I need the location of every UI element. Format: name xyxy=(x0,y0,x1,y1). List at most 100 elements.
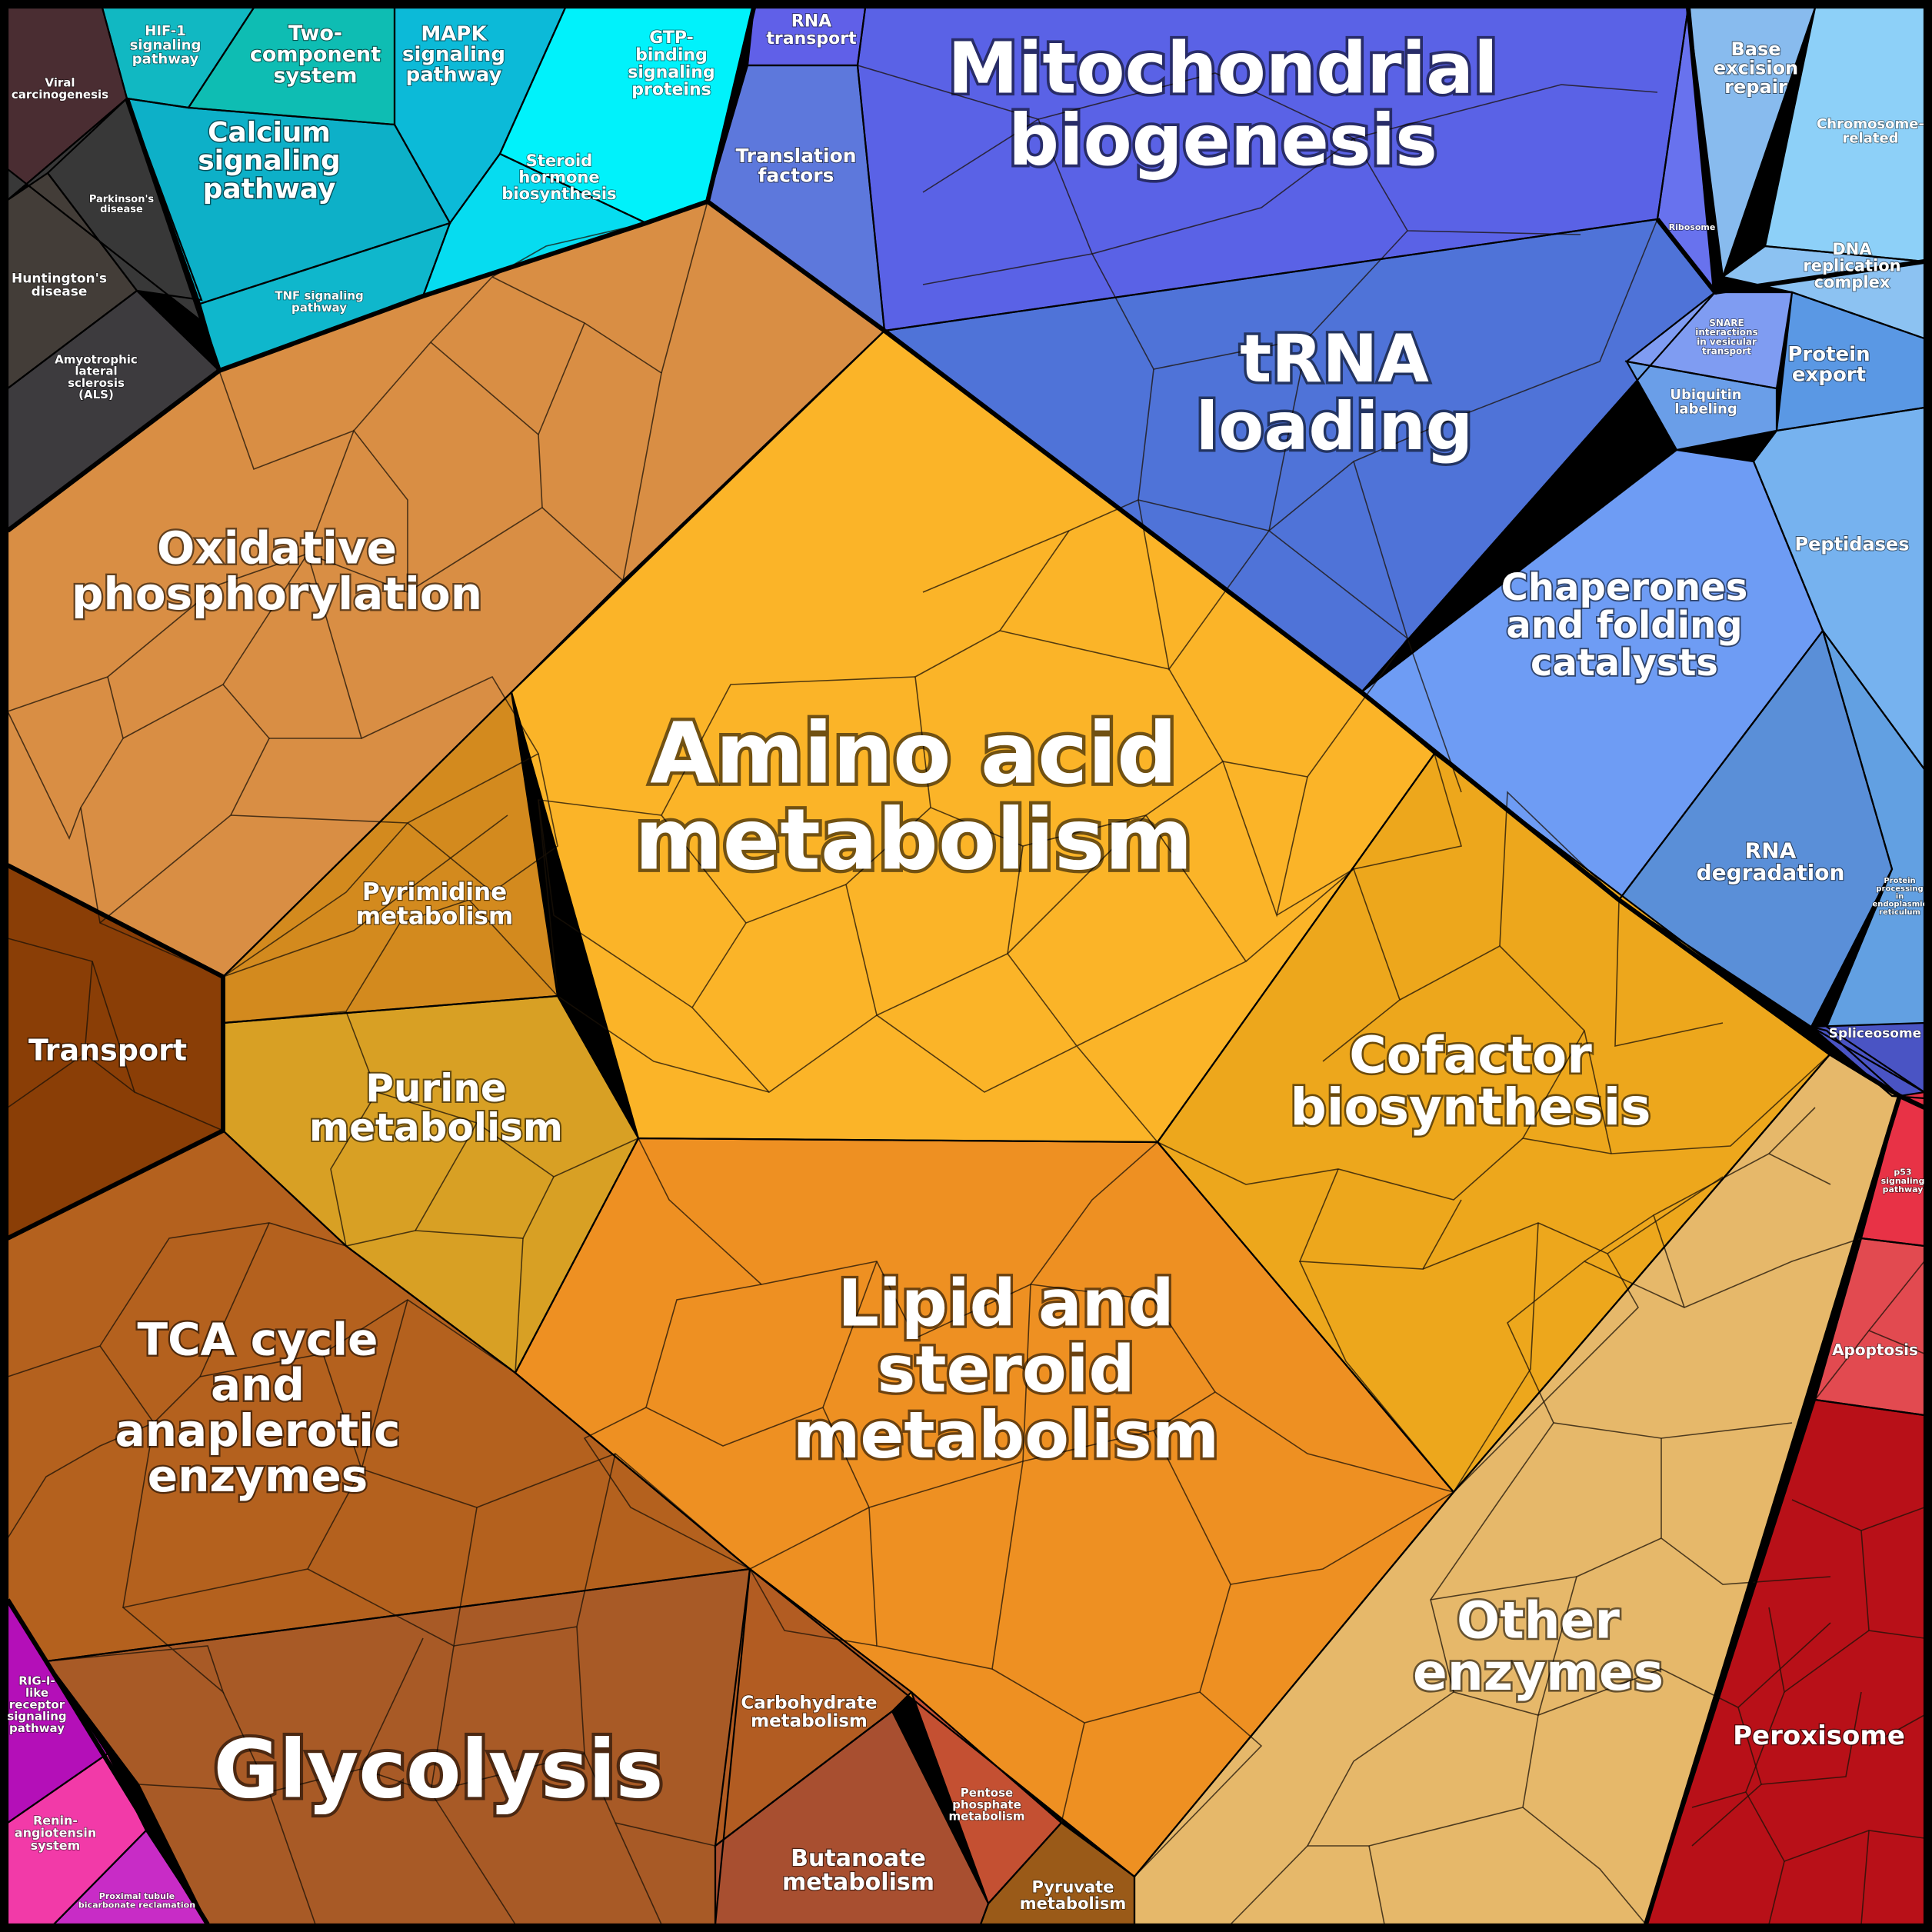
cell-boundary xyxy=(583,1407,870,1570)
label-otherenz: Other enzymes xyxy=(1413,1591,1664,1701)
cell-boundary xyxy=(515,1237,524,1374)
cell-boundary xyxy=(218,370,355,471)
category-separator xyxy=(705,7,756,202)
region-border-protproc xyxy=(1821,630,1926,1094)
cell-boundary xyxy=(407,753,558,894)
cell-boundary xyxy=(857,65,1658,139)
cell-boundary xyxy=(353,341,543,508)
region-pentose xyxy=(911,1692,1061,1904)
region-ber xyxy=(1688,8,1815,277)
region-pyruvate xyxy=(981,1823,1134,1924)
region-cofactor xyxy=(1158,754,1830,1492)
label-dnarep: DNA replication complex xyxy=(1803,240,1900,291)
label-protproc: Protein processing in endoplasmic reticulum xyxy=(1873,877,1927,917)
region-proteinexport xyxy=(1777,292,1924,431)
cell-boundary xyxy=(615,1822,662,1925)
cell-boundary xyxy=(268,1791,316,1925)
cell-boundary xyxy=(1399,945,1612,1154)
region-rnadeg xyxy=(1619,631,1892,1027)
region-chaperones xyxy=(1361,450,1823,900)
cell-boundary xyxy=(222,899,558,1024)
region-otherenz xyxy=(1134,1054,1900,1924)
cell-boundary xyxy=(1768,1860,1785,1925)
region-aminoacid xyxy=(511,331,1434,1142)
region-border-calcium xyxy=(125,97,451,305)
label-carbohydrate: Carbohydrate metabolism xyxy=(741,1693,877,1730)
region-rigi xyxy=(8,1600,108,1823)
cell-boundary xyxy=(645,1261,878,1447)
cell-boundary xyxy=(538,799,770,1093)
category-separator xyxy=(125,98,222,371)
label-tca: TCA cycle and anaplerotic enzymes xyxy=(115,1314,401,1502)
label-ubiquitin: Ubiquitin labeling xyxy=(1670,387,1741,417)
label-pentose: Pentose phosphate metabolism xyxy=(949,1786,1025,1824)
region-mapk xyxy=(395,8,565,223)
label-viral: Viral carcinogenesis xyxy=(12,76,108,102)
region-steroidhormone xyxy=(423,154,646,296)
cell-boundary xyxy=(1760,1691,1862,1785)
region-tca xyxy=(8,1131,750,1661)
region-twocomp xyxy=(188,8,395,125)
region-hif1 xyxy=(102,8,254,108)
cell-boundary xyxy=(1584,1214,1654,1262)
region-tnf xyxy=(200,223,450,371)
region-parkinsons xyxy=(48,98,202,300)
cell-boundary xyxy=(1499,1422,1793,1501)
cell-boundary xyxy=(1422,1176,1724,1270)
cell-boundary xyxy=(430,276,586,435)
category-separator xyxy=(5,1598,210,1926)
cell-boundary xyxy=(638,1138,1158,1340)
cell-boundary xyxy=(122,1422,362,1609)
label-glycolysis: Glycolysis xyxy=(214,1722,664,1816)
label-snare: SNARE interactions in vesicular transport xyxy=(1695,318,1757,357)
cell-boundary xyxy=(1691,1791,1747,1808)
label-tnf: TNF signaling pathway xyxy=(275,289,364,315)
cell-boundary xyxy=(1230,1491,1454,1585)
cell-boundary xyxy=(1522,1807,1647,1925)
label-butanoate: Butanoate metabolism xyxy=(782,1845,934,1896)
cell-boundary xyxy=(1653,1153,1831,1308)
cell-boundary xyxy=(307,429,408,592)
label-renin: Renin-angiotensin system xyxy=(15,1813,96,1853)
region-calcium xyxy=(127,98,450,304)
cell-boundary xyxy=(99,1222,270,1424)
label-oxphos: Oxidative phosphorylation xyxy=(72,522,482,620)
label-mito: Mitochondrial biogenesis xyxy=(948,27,1497,182)
label-ribosome: Ribosome xyxy=(1669,222,1716,232)
cell-boundary xyxy=(1768,1107,1816,1154)
cell-boundary xyxy=(661,201,708,374)
cell-boundary xyxy=(1661,1438,1831,1585)
label-mapk: MAPK signaling pathway xyxy=(402,23,505,87)
cell-boundary xyxy=(876,814,1247,1143)
cell-boundary xyxy=(222,1637,424,1793)
label-aminoacid: Amino acid metabolism xyxy=(635,704,1193,888)
cell-boundary xyxy=(1507,1237,1862,1424)
cell-boundary xyxy=(1521,1030,1831,1154)
label-p53: p53 signaling pathway xyxy=(1881,1168,1925,1194)
region-als xyxy=(8,291,219,531)
region-chromosome xyxy=(1765,8,1924,261)
cell-boundary xyxy=(1230,1691,1454,1925)
label-rnatransport: RNA transport xyxy=(766,12,857,48)
cell-boundary xyxy=(1430,1576,1577,1601)
cell-boundary xyxy=(1268,218,1658,531)
cell-boundary xyxy=(1138,338,1308,531)
label-purine: Purine metabolism xyxy=(309,1066,563,1150)
label-cofactor: Cofactor biosynthesis xyxy=(1291,1025,1651,1136)
label-als: Amyotrophic lateral sclerosis (ALS) xyxy=(55,352,138,401)
cell-boundary xyxy=(1061,1722,1085,1824)
region-p53 xyxy=(1861,1092,1924,1246)
region-gtp xyxy=(500,8,754,223)
cell-boundary xyxy=(1868,1714,1925,1747)
cell-boundary xyxy=(1860,1830,1870,1925)
label-steroidhormone: Steroid hormone biosynthesis xyxy=(501,152,616,203)
region-translation xyxy=(708,65,884,331)
region-oxphos xyxy=(8,202,884,977)
label-peptidases: Peptidases xyxy=(1795,533,1910,555)
cell-boundary xyxy=(84,1053,135,1093)
cell-boundary xyxy=(7,1422,155,1539)
label-spliceosome: Spliceosome xyxy=(1829,1026,1921,1041)
region-renin xyxy=(8,1754,146,1924)
cell-boundary xyxy=(914,630,1308,918)
